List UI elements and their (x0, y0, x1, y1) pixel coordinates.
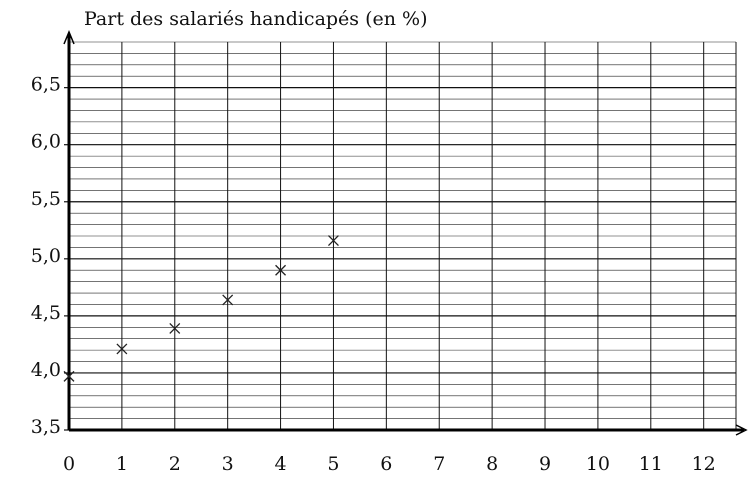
x-tick-label: 11 (639, 453, 663, 475)
x-tick-label: 1 (116, 453, 128, 475)
y-axis-arrow (63, 30, 75, 45)
y-tick-label: 4,5 (31, 302, 61, 324)
point (63, 370, 75, 382)
y-tick-label: 5,0 (31, 245, 61, 267)
x-tick-label: 9 (539, 453, 551, 475)
point (116, 343, 128, 355)
y-tick-label: 3,5 (31, 416, 61, 438)
x-axis-arrow (735, 424, 748, 436)
x-tick-label: 4 (275, 453, 287, 475)
x-tick-label: 8 (486, 453, 498, 475)
y-tick-label: 6,5 (31, 74, 61, 96)
point (222, 294, 234, 306)
x-tick-label: 12 (692, 453, 716, 475)
x-tick-label: 5 (327, 453, 339, 475)
x-tick-label: 2 (169, 453, 181, 475)
point (327, 235, 339, 247)
point (169, 322, 181, 334)
y-tick-label: 5,5 (31, 188, 61, 210)
x-tick-label: 6 (380, 453, 392, 475)
point (275, 264, 287, 276)
x-tick-label: 10 (586, 453, 610, 475)
y-tick-label: 6,0 (31, 131, 61, 153)
x-tick-label: 3 (222, 453, 234, 475)
x-tick-label: 7 (433, 453, 445, 475)
y-tick-label: 4,0 (31, 359, 61, 381)
chart-title: Part des salariés handicapés (en %) (84, 8, 428, 30)
x-tick-label: 0 (63, 453, 75, 475)
